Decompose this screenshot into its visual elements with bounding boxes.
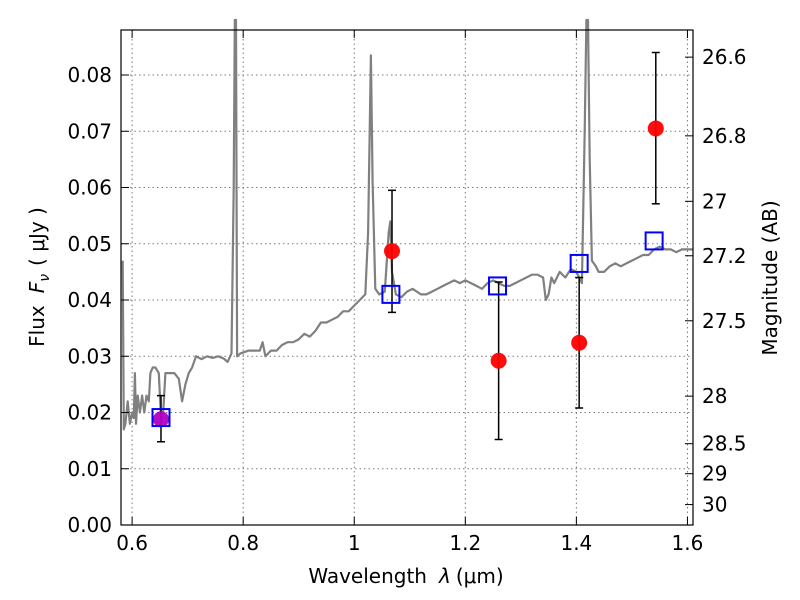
y-tick-label: 0.02 xyxy=(67,401,112,425)
y-axis-label: FluxFν( μJy ) xyxy=(25,207,53,347)
model-point xyxy=(151,408,171,428)
y2-tick-label: 28 xyxy=(702,384,727,408)
y-tick-label: 0.07 xyxy=(67,119,112,143)
y-tick-label: 0.00 xyxy=(67,513,112,537)
model-point xyxy=(569,253,589,273)
y2-tick-label: 28.5 xyxy=(702,432,747,456)
model-point xyxy=(381,284,401,304)
x-tick-label: 1.4 xyxy=(560,531,592,555)
observed-point xyxy=(384,243,401,260)
observed-point xyxy=(647,120,664,137)
observed-point xyxy=(490,352,507,369)
observed-point xyxy=(152,411,169,428)
model-point xyxy=(488,276,508,296)
y-tick-label: 0.05 xyxy=(67,232,112,256)
x-tick-label: 1.2 xyxy=(449,531,481,555)
plot-frame xyxy=(120,29,694,526)
y2-tick-label: 27.5 xyxy=(702,309,747,333)
model-points xyxy=(151,231,664,428)
axes xyxy=(120,29,694,526)
tick-labels: 0.6 0.8 1 1.2 1.4 1.6 0.00 0.01 0.02 0.03 0.04 0.05… xyxy=(67,45,746,555)
x-axis-label: Wavelength λ (μm) xyxy=(308,564,503,588)
y2-axis-label: Magnitude (AB) xyxy=(758,200,782,355)
y-tick-label: 0.06 xyxy=(67,176,112,200)
model-point xyxy=(644,231,664,251)
y2-tick-label: 26.6 xyxy=(702,45,747,69)
y2-tick-label: 27 xyxy=(702,189,727,213)
spectrum-series xyxy=(121,18,693,431)
y2-tick-label: 27.2 xyxy=(702,244,747,268)
y2-tick-label: 30 xyxy=(702,493,727,517)
y-tick-label: 0.03 xyxy=(67,344,112,368)
y-tick-label: 0.04 xyxy=(67,288,112,312)
y-tick-label: 0.01 xyxy=(67,457,112,481)
x-tick-label: 0.6 xyxy=(116,531,148,555)
y2-tick-label: 29 xyxy=(702,462,727,486)
x-tick-label: 1.6 xyxy=(672,531,704,555)
grid-lines xyxy=(121,30,693,526)
observed-points xyxy=(152,120,664,428)
spectrum-line xyxy=(121,18,693,431)
x-tick-label: 0.8 xyxy=(227,531,259,555)
x-tick-label: 1 xyxy=(348,531,361,555)
observed-point xyxy=(571,334,588,351)
y-tick-label: 0.08 xyxy=(67,63,112,87)
y2-tick-label: 26.8 xyxy=(702,124,747,148)
